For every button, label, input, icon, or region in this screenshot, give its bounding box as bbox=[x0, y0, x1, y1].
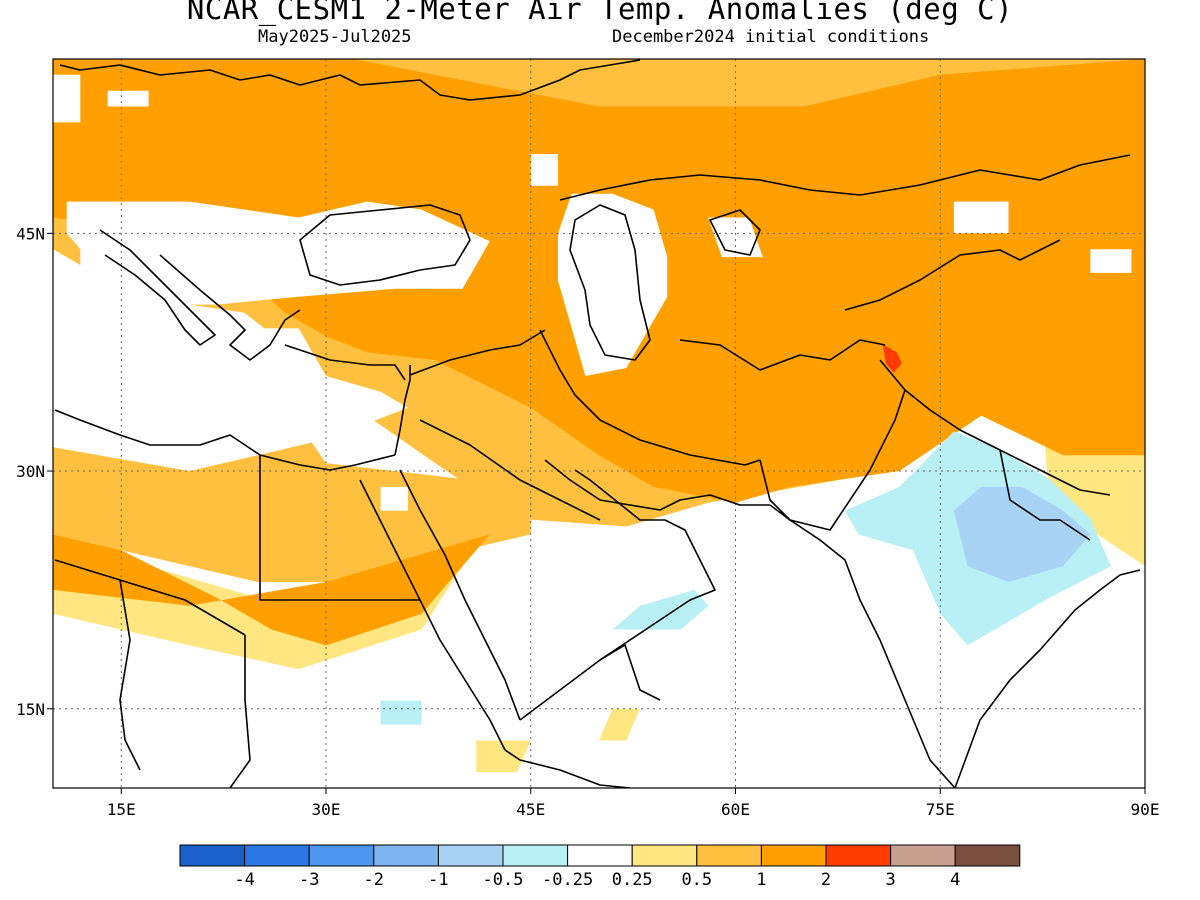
turkey-south bbox=[284, 344, 406, 381]
colorbar-swatch bbox=[631, 844, 698, 867]
colorbar-swatch bbox=[825, 844, 892, 867]
colorbar-swatch bbox=[696, 844, 762, 867]
colorbar-swatch bbox=[179, 844, 246, 867]
colorbar-swatch bbox=[437, 844, 504, 867]
forecast-period: May2025-Jul2025 bbox=[258, 27, 412, 47]
colorbar-label: 0.25 bbox=[612, 870, 653, 890]
colorbar-label: -0.5 bbox=[483, 870, 524, 890]
anomaly-region-mask-2 bbox=[107, 90, 149, 107]
colorbar-swatch bbox=[567, 844, 633, 867]
axis-ticks: 15E 30E 45E 60E 75E 90E 15N 30N 45N bbox=[16, 224, 1159, 819]
india-coast bbox=[769, 504, 956, 788]
colorbar-label: 0.5 bbox=[681, 870, 712, 890]
colorbar-label: 3 bbox=[885, 870, 895, 890]
lon-tick-label: 90E bbox=[1131, 800, 1160, 819]
initial-conditions: December2024 initial conditions bbox=[612, 27, 930, 47]
europe-coast bbox=[59, 59, 641, 101]
anomaly-region-red-1 bbox=[882, 344, 902, 373]
anomaly-region-mask-4 bbox=[80, 249, 135, 297]
aral-sea bbox=[709, 209, 761, 256]
colorbar-label: -2 bbox=[364, 870, 384, 890]
map-frame bbox=[52, 58, 1146, 789]
country-borders bbox=[54, 59, 1141, 788]
anomaly-region-mask-6 bbox=[53, 328, 408, 471]
lat-tick-label: 15N bbox=[16, 700, 45, 719]
colorbar-swatch bbox=[954, 844, 1021, 867]
gulf-of-aden bbox=[504, 749, 631, 788]
anomaly-region-light-blue-1 bbox=[953, 486, 1091, 582]
kazakh-border bbox=[559, 154, 1131, 201]
lon-tick-label: 60E bbox=[721, 800, 750, 819]
colorbar-swatch bbox=[760, 844, 827, 867]
anomaly-region-mask-7 bbox=[558, 193, 668, 376]
anomaly-region-mask-9 bbox=[953, 201, 1009, 234]
lon-tick-label: 15E bbox=[107, 800, 136, 819]
red-sea-west bbox=[359, 479, 506, 751]
anomaly-region-light-cyan-2 bbox=[612, 589, 709, 630]
himalaya-border bbox=[879, 359, 1111, 496]
colorbar-label: -0.25 bbox=[542, 870, 593, 890]
lon-tick-label: 75E bbox=[926, 800, 955, 819]
anomaly-region-mask-1 bbox=[53, 74, 81, 123]
colorbar-label: -3 bbox=[299, 870, 319, 890]
anomaly-region-mask-10 bbox=[1090, 249, 1132, 273]
colorbar-label: 1 bbox=[756, 870, 766, 890]
persian-gulf bbox=[544, 459, 770, 511]
colorbar-label: 2 bbox=[821, 870, 831, 890]
lat-tick-label: 30N bbox=[16, 462, 45, 481]
lon-tick-label: 45E bbox=[516, 800, 545, 819]
bay-of-bengal bbox=[954, 569, 1141, 788]
saudi-border bbox=[419, 419, 601, 521]
colorbar-swatch bbox=[502, 844, 569, 867]
colorbar-label: -1 bbox=[428, 870, 448, 890]
anomaly-region-light-yellow-4 bbox=[599, 708, 640, 741]
yemen-oman bbox=[599, 644, 661, 701]
india-pakistan bbox=[759, 389, 906, 531]
colorbar-swatch bbox=[373, 844, 439, 867]
anomaly-region-orange-2 bbox=[53, 534, 490, 646]
italy bbox=[99, 229, 216, 346]
caspian-sea bbox=[569, 204, 651, 361]
colorbar-label: 4 bbox=[950, 870, 960, 890]
black-sea bbox=[299, 204, 471, 286]
lat-tick-label: 45N bbox=[16, 224, 45, 243]
colorbar-swatch bbox=[308, 844, 375, 867]
anomaly-region-light-yellow-3 bbox=[476, 740, 531, 773]
colorbar-label: -4 bbox=[234, 870, 254, 890]
africa-interior-2 bbox=[229, 635, 251, 788]
colorbar: -4 -3 -2 -1 -0.5 -0.25 0.25 0.5 1 2 3 4 bbox=[179, 844, 1021, 890]
colorbar-swatch bbox=[890, 844, 956, 867]
anomaly-region-mask-11 bbox=[380, 486, 408, 511]
iraq-syria-border bbox=[409, 329, 546, 376]
north-africa-coast bbox=[54, 409, 396, 471]
lon-tick-label: 30E bbox=[312, 800, 341, 819]
nepal-bangladesh bbox=[999, 449, 1091, 541]
anomaly-region-light-cyan-3 bbox=[380, 700, 422, 725]
colorbar-swatch bbox=[244, 844, 310, 867]
africa-interior bbox=[119, 579, 141, 771]
anomaly-region-mask-8 bbox=[708, 217, 763, 258]
afghan-border bbox=[679, 339, 886, 371]
china-border bbox=[844, 239, 1061, 311]
red-sea-east bbox=[399, 469, 521, 721]
libya-border bbox=[54, 559, 246, 636]
iran-border bbox=[539, 329, 761, 466]
map-title: NCAR_CESM1 2-Meter Air Temp. Anomalies (… bbox=[186, 0, 1014, 26]
anomaly-region-mask-12 bbox=[530, 154, 558, 186]
egypt-sudan bbox=[259, 455, 420, 601]
balkans-greece bbox=[159, 254, 301, 361]
anomaly-shading bbox=[53, 59, 1145, 773]
